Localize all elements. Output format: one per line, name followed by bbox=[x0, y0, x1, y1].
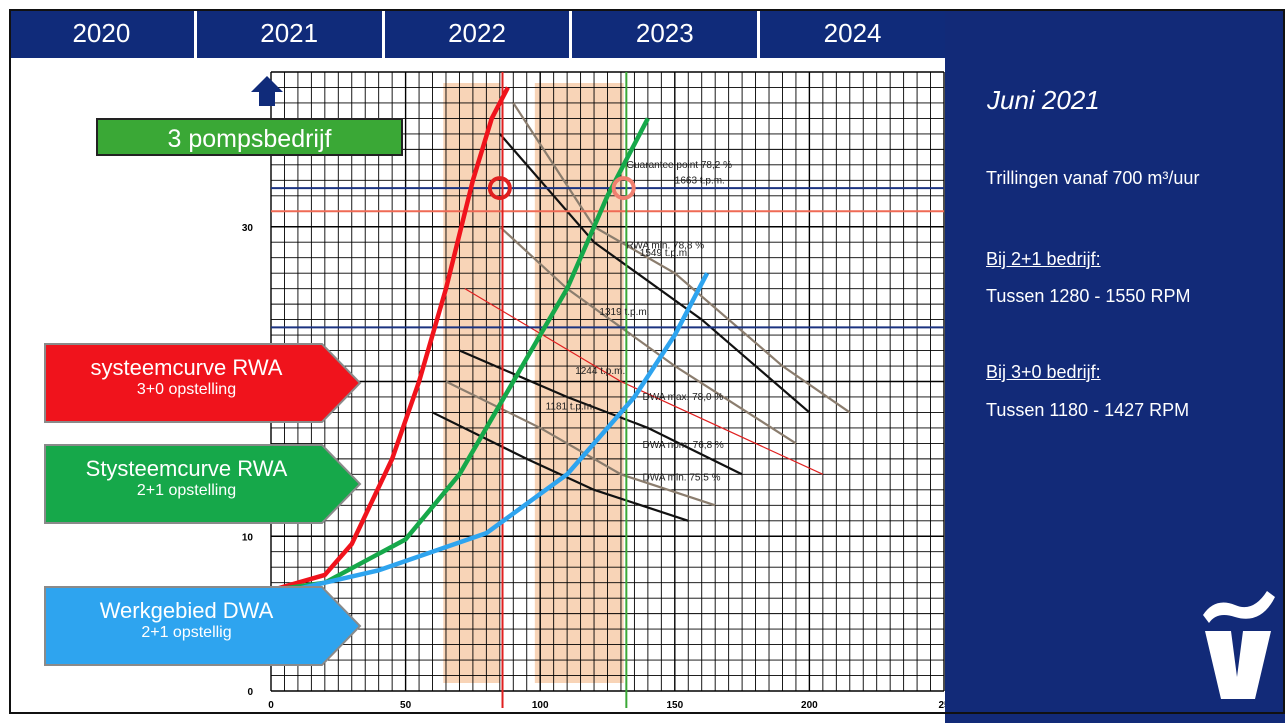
year-2024: 2024 bbox=[823, 18, 882, 48]
chart-annotation: 1181 t.p.m. bbox=[546, 401, 595, 412]
chart-annotation: 1244 t.p.m. bbox=[575, 366, 625, 377]
operating-point-marker bbox=[487, 176, 512, 201]
legend-arrow-green bbox=[44, 444, 362, 524]
pump-speed-curve bbox=[445, 380, 716, 507]
series-line bbox=[270, 272, 710, 598]
legend-dwa-title: Werkgebied DWA bbox=[99, 598, 274, 623]
chart-annotation: 1319 t.p.m. bbox=[599, 307, 649, 318]
highlight-band bbox=[534, 83, 624, 683]
panel-title: Juni 2021 bbox=[987, 85, 1100, 115]
x-tick-label: 25 bbox=[938, 700, 945, 711]
legend-rwa-2-subtitle: 2+1 opstelling bbox=[136, 482, 237, 499]
chart-annotation: DWA nom. 76,8 % bbox=[642, 440, 723, 451]
series-line bbox=[270, 86, 510, 593]
case2-heading: Bij 3+0 bedrijf: bbox=[986, 362, 1101, 382]
operating-point-marker bbox=[611, 176, 636, 201]
legend-rwa-2: Stysteemcurve RWA 2+1 opstelling bbox=[44, 444, 362, 524]
chart-annotation: RWA min. 78,8 % bbox=[626, 240, 704, 251]
x-tick-label: 50 bbox=[400, 700, 412, 711]
y-tick-label: 0 bbox=[247, 687, 253, 698]
case1-heading: Bij 2+1 bedrijf: bbox=[986, 249, 1101, 269]
up-arrow-icon bbox=[251, 76, 283, 106]
year-2023: 2023 bbox=[572, 9, 761, 58]
x-tick-label: 200 bbox=[801, 700, 818, 711]
pump-badge: 3 pompsbedrijf bbox=[96, 118, 403, 156]
year-2022: 2022 bbox=[385, 9, 573, 58]
chart-annotation: 1549 t.p.m. bbox=[640, 248, 690, 259]
pump-speed-curve bbox=[459, 349, 743, 476]
legend-rwa-3-title: systeemcurve RWA bbox=[90, 355, 283, 380]
chart-annotation: DWA max. 78,0 % bbox=[642, 392, 723, 403]
legend-rwa-2-title: Stysteemcurve RWA bbox=[85, 456, 288, 481]
efficiency-curve-line bbox=[464, 288, 824, 475]
year-2021: 2021 bbox=[197, 9, 385, 58]
legend-dwa-subtitle: 2+1 opstellig bbox=[141, 624, 232, 641]
legend-rwa-3: systeemcurve RWA 3+0 opstelling bbox=[44, 343, 362, 423]
x-tick-label: 0 bbox=[268, 700, 274, 711]
chart-annotation: Guarantee point 78,2 % bbox=[626, 160, 732, 171]
y-tick-label: 10 bbox=[242, 532, 254, 543]
chart-annotation: 1663 t.p.m. bbox=[675, 175, 725, 186]
info-panel: Juni 2021 Trillingen vanaf 700 m³/uur Bi… bbox=[945, 9, 1285, 723]
series-line bbox=[270, 117, 650, 593]
company-logo-icon bbox=[1203, 591, 1275, 699]
case2-text: Tussen 1180 - 1427 RPM bbox=[986, 400, 1190, 420]
legend-arrow-red bbox=[44, 343, 362, 423]
pump-speed-curve bbox=[512, 102, 851, 414]
y-tick-label: 30 bbox=[242, 223, 254, 234]
legend-dwa: Werkgebied DWA 2+1 opstellig bbox=[44, 586, 362, 666]
highlight-band bbox=[443, 83, 500, 683]
year-2020: 2020 bbox=[9, 9, 197, 58]
chart-annotation: DWA min. 75,5 % bbox=[642, 473, 720, 484]
legend-arrow-blue bbox=[44, 586, 362, 666]
x-tick-label: 100 bbox=[532, 700, 549, 711]
x-tick-label: 150 bbox=[666, 700, 683, 711]
timeline-bar: 2020 2021 2022 2023 2024 bbox=[9, 9, 945, 58]
legend-rwa-3-subtitle: 3+0 opstelling bbox=[136, 381, 237, 398]
vibration-text: Trillingen vanaf 700 m³/uur bbox=[986, 168, 1200, 188]
case1-text: Tussen 1280 - 1550 RPM bbox=[986, 286, 1191, 306]
